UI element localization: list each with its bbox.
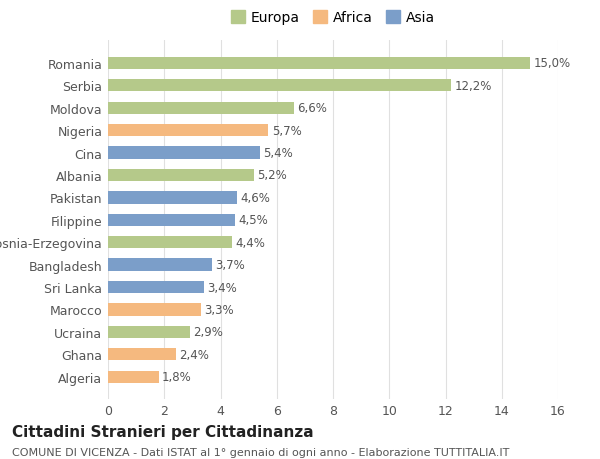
Bar [108,169,254,182]
Bar [108,236,232,249]
Text: 6,6%: 6,6% [297,102,327,115]
Text: 3,7%: 3,7% [215,258,245,272]
Text: 15,0%: 15,0% [533,57,571,70]
Text: 2,4%: 2,4% [179,348,209,361]
Text: 4,6%: 4,6% [241,191,271,204]
Text: Cittadini Stranieri per Cittadinanza: Cittadini Stranieri per Cittadinanza [12,425,314,440]
Bar [108,214,235,226]
Text: 2,9%: 2,9% [193,326,223,339]
Text: 4,5%: 4,5% [238,214,268,227]
Text: 5,2%: 5,2% [257,169,287,182]
Text: 12,2%: 12,2% [455,79,492,93]
Bar [108,147,260,159]
Text: 4,4%: 4,4% [235,236,265,249]
Bar [108,57,530,70]
Text: 1,8%: 1,8% [162,370,192,383]
Text: 5,7%: 5,7% [272,124,301,137]
Bar [108,304,201,316]
Bar [108,259,212,271]
Bar [108,192,238,204]
Bar [108,281,203,294]
Bar [108,371,158,383]
Bar [108,102,293,115]
Bar [108,125,268,137]
Text: 3,3%: 3,3% [204,303,234,316]
Text: 5,4%: 5,4% [263,147,293,160]
Bar [108,326,190,338]
Text: COMUNE DI VICENZA - Dati ISTAT al 1° gennaio di ogni anno - Elaborazione TUTTITA: COMUNE DI VICENZA - Dati ISTAT al 1° gen… [12,448,509,458]
Bar [108,348,176,361]
Text: 3,4%: 3,4% [207,281,237,294]
Legend: Europa, Africa, Asia: Europa, Africa, Asia [226,6,440,31]
Bar [108,80,451,92]
